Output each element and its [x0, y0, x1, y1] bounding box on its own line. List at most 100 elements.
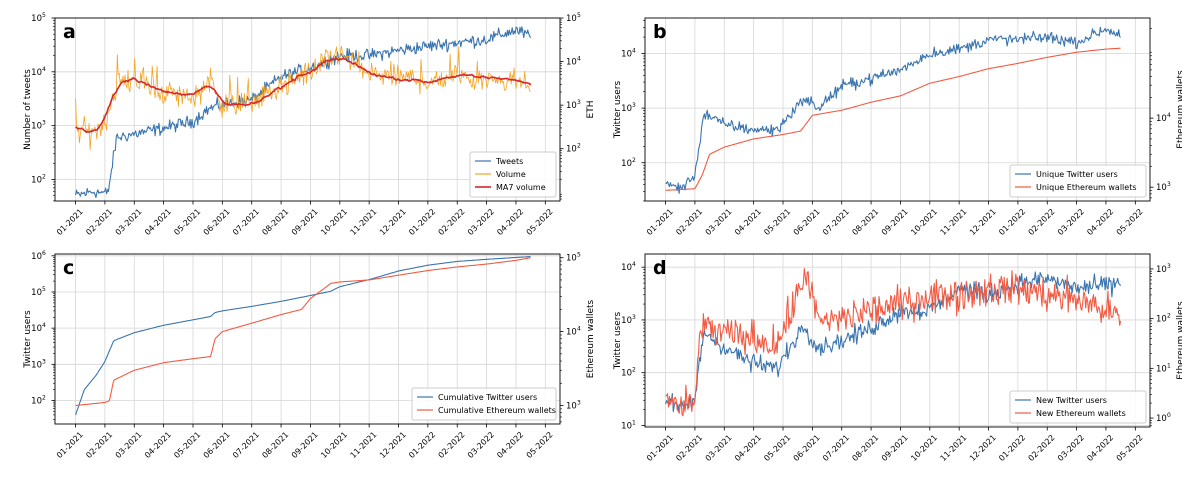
y-tick-label-right: 10: [566, 14, 577, 24]
y-tick-label-right: 10: [566, 145, 577, 155]
x-tick-label: 12-2021: [378, 207, 408, 237]
x-tick-label: 11-2021: [349, 430, 379, 460]
x-tick-label: 03-2022: [1056, 207, 1086, 237]
x-tick-label: 01-2021: [55, 207, 85, 237]
x-tick-label: 06-2021: [202, 430, 232, 460]
y-tick-label-left: 10: [621, 104, 632, 114]
x-tick-label: 08-2021: [850, 207, 880, 237]
legend-label: Unique Twitter users: [1036, 170, 1118, 179]
x-tick-label: 01-2021: [645, 433, 675, 463]
x-tick-label: 05-2022: [1115, 433, 1145, 463]
x-tick-label: 02-2021: [674, 207, 704, 237]
panel-letter: c: [63, 257, 74, 279]
y-tick-label-right: 10: [566, 101, 577, 111]
x-tick-label: 07-2021: [231, 207, 261, 237]
series-line-ma7-volume: [75, 57, 532, 133]
x-tick-label: 11-2021: [939, 207, 969, 237]
x-tick-label: 10-2021: [319, 430, 349, 460]
y-tick-label-left: 10: [621, 159, 632, 169]
plot-frame: [644, 253, 1151, 428]
y-tick-label-left: 10: [621, 369, 632, 379]
x-tick-label: 03-2021: [704, 207, 734, 237]
x-tick-label: 08-2021: [260, 430, 290, 460]
y-tick-label-right: 10: [566, 328, 577, 338]
series-line-volume: [75, 45, 531, 151]
x-tick-label: 09-2021: [290, 430, 320, 460]
y-axis-label-right: Ethereum wallets: [1176, 301, 1182, 380]
legend-box: [1009, 390, 1147, 424]
x-tick-label: 11-2021: [349, 207, 379, 237]
panel-letter: d: [653, 257, 667, 279]
x-tick-label: 04-2021: [143, 207, 173, 237]
x-tick-label: 04-2022: [495, 207, 525, 237]
x-tick-label: 03-2021: [704, 433, 734, 463]
x-tick-label: 01-2022: [407, 207, 437, 237]
y-tick-label-right: 10: [1156, 414, 1167, 424]
x-tick-label: 03-2021: [114, 430, 144, 460]
y-tick-label-right: 10: [1156, 315, 1167, 325]
x-tick-label: 06-2021: [792, 207, 822, 237]
x-tick-label: 10-2021: [909, 207, 939, 237]
x-tick-label: 05-2022: [525, 430, 555, 460]
y-tick-label-left: 10: [621, 263, 632, 273]
y-tick-label-left: 10: [31, 324, 42, 334]
y-axis-label-left: Number of tweets: [23, 69, 33, 150]
x-tick-label: 03-2022: [466, 430, 496, 460]
y-tick-label-left: 10: [31, 68, 42, 78]
y-tick-exponent: 4: [632, 261, 636, 268]
y-tick-exponent: 5: [577, 252, 581, 259]
legend: Unique Twitter users Unique Ethereum wall…: [1009, 164, 1147, 198]
y-tick-label-left: 10: [31, 360, 42, 370]
y-tick-label-right: 10: [1156, 114, 1167, 124]
y-axis-label-right: Ethereum wallets: [586, 299, 596, 378]
x-tick-label: 07-2021: [821, 207, 851, 237]
series-line-new-ethereum-wallets: [665, 267, 1122, 417]
y-tick-exponent: 3: [1167, 263, 1171, 270]
x-tick-label: 04-2021: [733, 207, 763, 237]
x-tick-label: 01-2021: [55, 430, 85, 460]
legend-box: [411, 387, 557, 421]
y-tick-exponent: 4: [1167, 112, 1171, 119]
x-tick-label: 10-2021: [909, 433, 939, 463]
y-tick-exponent: 2: [632, 157, 636, 164]
y-tick-exponent: 2: [577, 143, 581, 150]
y-tick-label-left: 10: [31, 252, 42, 262]
y-tick-exponent: 6: [42, 250, 46, 257]
x-tick-label: 07-2021: [231, 430, 261, 460]
y-tick-exponent: 4: [577, 56, 581, 63]
panel-letter: b: [653, 21, 667, 43]
panel-letter: a: [63, 21, 76, 43]
x-tick-label: 09-2021: [290, 207, 320, 237]
legend-label: Tweets: [495, 157, 523, 166]
legend: Tweets Volume MA7 volume: [469, 151, 557, 198]
panel-a: 01-2021 02-2021 03-2021 04-2021 05-2021 06-20…: [23, 12, 596, 237]
plot-frame: [644, 17, 1151, 202]
legend-label: New Twitter users: [1036, 396, 1107, 405]
legend-label: Cumulative Ethereum wallets: [438, 406, 556, 415]
y-tick-exponent: 2: [42, 394, 46, 401]
legend: Cumulative Twitter users Cumulative Ether…: [411, 387, 557, 421]
y-axis-label-right: Ethereum wallets: [1176, 70, 1182, 149]
legend-label: Unique Ethereum wallets: [1036, 183, 1137, 192]
y-tick-exponent: 3: [632, 314, 636, 321]
panel-d: 01-2021 02-2021 03-2021 04-2021 05-2021 06-20…: [613, 253, 1182, 463]
y-tick-exponent: 3: [42, 358, 46, 365]
panel-c: 01-2021 02-2021 03-2021 04-2021 05-2021 06-20…: [23, 250, 596, 460]
y-tick-label-left: 10: [31, 14, 42, 24]
series-line-cumulative-ethereum-wallets: [75, 257, 531, 407]
y-tick-exponent: 4: [632, 48, 636, 55]
x-tick-label: 11-2021: [939, 433, 969, 463]
series-line-unique-ethereum-wallets: [665, 47, 1121, 191]
x-tick-label: 01-2022: [997, 433, 1027, 463]
x-tick-label: 05-2022: [525, 207, 555, 237]
x-tick-label: 12-2021: [378, 430, 408, 460]
y-tick-exponent: 2: [42, 173, 46, 180]
x-tick-label: 03-2021: [114, 207, 144, 237]
x-tick-label: 04-2021: [143, 430, 173, 460]
legend-box: [469, 151, 557, 198]
y-tick-exponent: 5: [577, 12, 581, 19]
y-tick-exponent: 3: [1167, 181, 1171, 188]
y-axis-label-left: Twitter users: [613, 312, 623, 371]
series-line-tweets: [75, 26, 532, 199]
x-tick-label: 01-2021: [645, 207, 675, 237]
